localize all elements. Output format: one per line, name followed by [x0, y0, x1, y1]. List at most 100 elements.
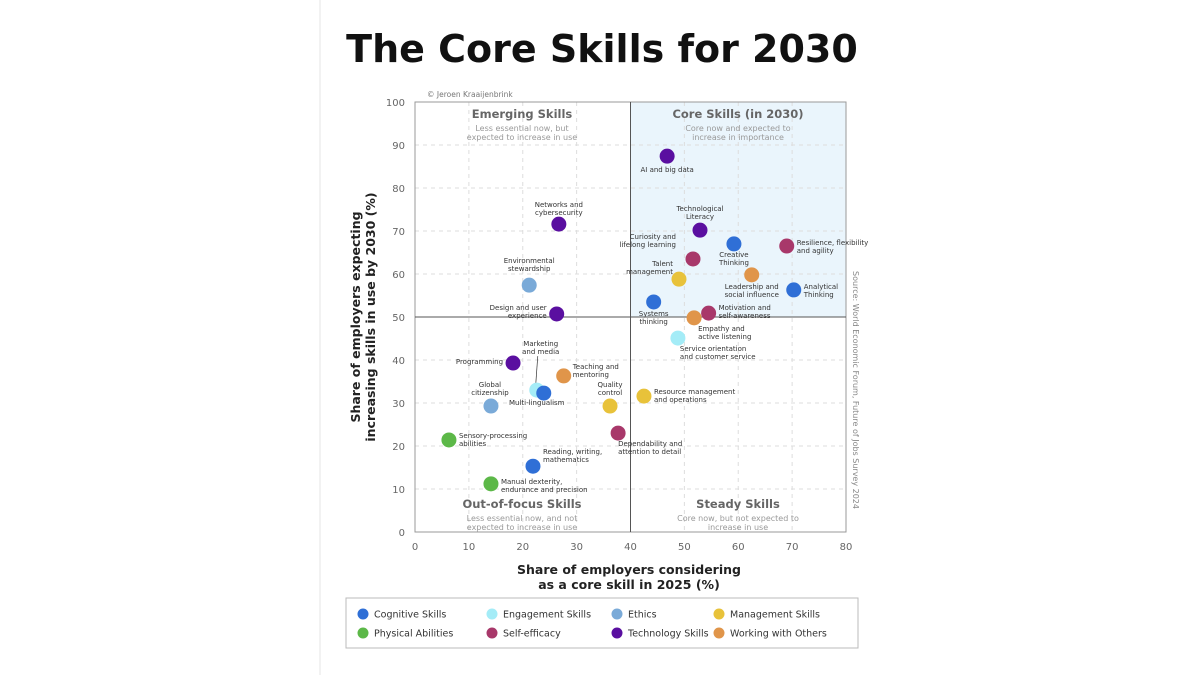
x-tick-label: 20: [516, 542, 529, 553]
data-point: [646, 294, 662, 310]
data-point: [726, 236, 742, 252]
legend: Cognitive Skills Engagement Skills Ethics M…: [345, 597, 859, 649]
legend-label: Technology Skills: [627, 629, 709, 640]
y-tick-label: 10: [392, 485, 405, 496]
legend-swatch: [611, 608, 623, 620]
y-tick-label: 70: [392, 227, 405, 238]
quadrant-subtitle: Less essential now, but expected to incre…: [467, 124, 578, 142]
data-point: [671, 271, 687, 287]
data-point: [551, 216, 567, 232]
data-point: [483, 476, 499, 492]
data-point-label: Curiosity and lifelong learning: [619, 233, 676, 249]
data-point: [744, 267, 760, 283]
quadrant-subtitle: Less essential now, and not expected to i…: [467, 514, 578, 532]
y-tick-label: 20: [392, 442, 405, 453]
quadrant-subtitle: Core now and expected to increase in impo…: [685, 124, 790, 142]
x-tick-label: 40: [624, 542, 637, 553]
legend-label: Physical Abilities: [374, 629, 453, 640]
data-point-label: Networks and cybersecurity: [535, 201, 583, 217]
data-point-label: Empathy and active listening: [698, 325, 751, 341]
legend-box: [345, 597, 859, 649]
data-point: [521, 277, 537, 293]
quadrant-title: Core Skills (in 2030): [672, 107, 803, 121]
data-point-label: Programming: [456, 358, 503, 366]
data-point: [779, 238, 795, 254]
y-tick-label: 50: [392, 313, 405, 324]
data-point: [701, 305, 717, 321]
chart-title: The Core Skills for 2030: [346, 27, 858, 71]
data-point-label: Creative Thinking: [718, 251, 749, 267]
quadrant-title: Steady Skills: [696, 497, 780, 511]
x-tick-label: 0: [412, 542, 418, 553]
data-point: [556, 368, 572, 384]
source-note: Source: World Economic Forum, Future of …: [851, 271, 860, 509]
data-point: [525, 458, 541, 474]
data-point-label: Service orientation and customer service: [680, 345, 756, 361]
data-point-label: Global citizenship: [471, 381, 509, 397]
x-tick-label: 70: [786, 542, 799, 553]
data-point-label: Talent management: [626, 260, 673, 276]
data-point-label: Multi-lingualism: [509, 399, 565, 407]
quadrant-title: Out-of-focus Skills: [462, 497, 581, 511]
y-tick-label: 100: [386, 98, 405, 109]
legend-label: Cognitive Skills: [374, 610, 446, 621]
x-tick-label: 80: [840, 542, 853, 553]
y-tick-label: 30: [392, 399, 405, 410]
legend-label: Management Skills: [730, 610, 820, 621]
legend-swatch: [713, 627, 725, 639]
data-point: [670, 330, 686, 346]
data-point: [692, 222, 708, 238]
legend-label: Engagement Skills: [503, 610, 591, 621]
data-point: [685, 251, 701, 267]
legend-swatch: [713, 608, 725, 620]
data-point-label: Technological Literacy: [675, 205, 723, 221]
data-point: [610, 425, 626, 441]
y-tick-label: 60: [392, 270, 405, 281]
x-tick-label: 30: [570, 542, 583, 553]
data-point-label: Dependability and attention to detail: [618, 440, 682, 456]
data-point: [686, 310, 702, 326]
y-tick-label: 0: [399, 528, 405, 539]
legend-label: Working with Others: [730, 629, 827, 640]
data-point: [441, 432, 457, 448]
legend-label: Self-efficacy: [503, 629, 561, 640]
data-point: [483, 398, 499, 414]
data-point: [549, 306, 565, 322]
data-point-label: Quality control: [598, 381, 623, 397]
data-point-label: Resilience, flexibility and agility: [797, 239, 869, 255]
x-tick-label: 10: [463, 542, 476, 553]
legend-swatch: [357, 627, 369, 639]
data-point-label: Teaching and mentoring: [572, 363, 619, 379]
data-point: [536, 385, 552, 401]
data-point-label: Sensory-processing abilities: [459, 432, 527, 448]
data-point: [786, 282, 802, 298]
data-point-label: Environmental stewardship: [504, 257, 555, 273]
data-point-label: Leadership and social influence: [725, 283, 779, 299]
y-tick-label: 40: [392, 356, 405, 367]
x-axis-label: Share of employers considering as a core …: [517, 562, 741, 592]
legend-swatch: [357, 608, 369, 620]
legend-label: Ethics: [628, 610, 657, 621]
data-point-label: Systems thinking: [639, 310, 669, 326]
data-point-label: Design and user experience: [490, 304, 547, 320]
data-point: [636, 388, 652, 404]
label-leader-line: [535, 356, 539, 385]
data-point-label: Reading, writing, mathematics: [543, 448, 602, 464]
x-tick-label: 50: [678, 542, 691, 553]
quadrant-subtitle: Core now, but not expected to increase in…: [677, 514, 799, 532]
y-axis-label: Share of employers expectingincreasing s…: [348, 192, 378, 441]
data-point: [659, 148, 675, 164]
data-point-label: Marketing and media: [522, 340, 559, 356]
data-point-label: AI and big data: [640, 166, 693, 174]
data-point-label: Motivation and self-awareness: [719, 304, 771, 320]
data-point-label: Analytical Thinking: [803, 283, 838, 299]
data-point-label: Resource management and operations: [654, 388, 735, 404]
quadrant-title: Emerging Skills: [472, 107, 573, 121]
plot-area: 0 10 20 30 40 50 60 70 80 0 10 20 30 40 50 60 70 80 90 100 S…: [348, 98, 868, 592]
y-tick-label: 80: [392, 184, 405, 195]
data-point: [505, 355, 521, 371]
legend-swatch: [486, 608, 498, 620]
data-point-label: Manual dexterity, endurance and precision: [501, 478, 588, 494]
chart-credit: © Jeroen Kraaijenbrink: [427, 90, 513, 99]
